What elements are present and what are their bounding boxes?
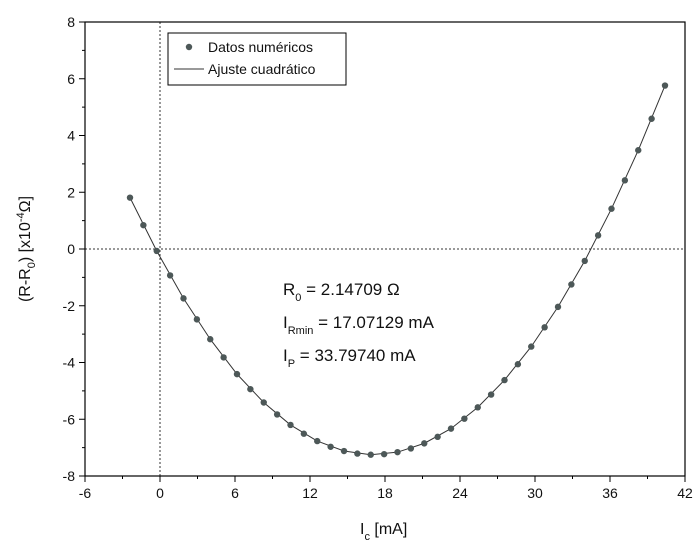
y-tick-label: -2 bbox=[63, 298, 76, 314]
x-tick-label: 6 bbox=[231, 485, 239, 501]
data-point bbox=[661, 82, 669, 89]
data-point bbox=[635, 147, 642, 154]
x-tick-label: 0 bbox=[156, 485, 164, 501]
x-tick-label: 36 bbox=[602, 485, 618, 501]
fit-line bbox=[129, 85, 666, 456]
data-point bbox=[434, 433, 441, 441]
data-point bbox=[207, 336, 214, 343]
legend-box bbox=[167, 32, 347, 86]
annotation-sub: 0 bbox=[295, 292, 301, 304]
data-point bbox=[220, 354, 227, 361]
y-tick-label: 6 bbox=[67, 71, 75, 87]
y-tick-label: -8 bbox=[63, 468, 76, 484]
annotation-sub: Rmin bbox=[288, 325, 314, 337]
y-tick-label: -4 bbox=[63, 355, 76, 371]
x-axis-label: Ic [mA] bbox=[360, 521, 407, 543]
y-label-sub: 0 bbox=[26, 262, 38, 268]
data-point bbox=[126, 194, 134, 201]
data-point bbox=[153, 247, 160, 255]
x-label-main: I bbox=[360, 521, 364, 538]
data-point bbox=[193, 316, 201, 323]
y-tick-label: -6 bbox=[63, 411, 76, 427]
x-tick-label: 30 bbox=[527, 485, 543, 501]
data-point bbox=[648, 115, 655, 122]
x-tick-label: -6 bbox=[79, 485, 92, 501]
y-label-pre: (R-R bbox=[17, 268, 34, 302]
data-point bbox=[180, 295, 187, 302]
data-point bbox=[260, 399, 267, 406]
legend-label: Ajuste cuadrático bbox=[208, 61, 316, 77]
data-point bbox=[474, 404, 481, 411]
x-tick-label: 12 bbox=[302, 485, 318, 501]
data-point bbox=[501, 376, 508, 384]
data-point bbox=[394, 448, 401, 456]
data-point bbox=[581, 257, 588, 265]
annotation: R0 = 2.14709 Ω bbox=[283, 280, 400, 304]
data-point bbox=[233, 370, 241, 378]
annotation-text: = 2.14709 Ω bbox=[301, 280, 399, 299]
data-point bbox=[541, 324, 548, 331]
data-point bbox=[514, 361, 522, 368]
data-point bbox=[407, 445, 415, 452]
annotation-text: = 17.07129 mA bbox=[313, 313, 434, 332]
data-point bbox=[287, 421, 294, 429]
y-label-sup: -4 bbox=[15, 212, 27, 222]
legend-label: Datos numéricos bbox=[208, 39, 313, 55]
data-point bbox=[166, 272, 174, 279]
data-point bbox=[247, 385, 254, 393]
data-point bbox=[621, 177, 629, 184]
legend-marker bbox=[185, 43, 193, 51]
data-point bbox=[461, 415, 468, 422]
annotation-symbol: I bbox=[283, 346, 288, 365]
data-point bbox=[140, 221, 147, 229]
annotation: IP = 33.79740 mA bbox=[283, 346, 416, 370]
y-axis-label: (R-R0) [x10-4Ω] bbox=[15, 196, 38, 302]
y-label-post: Ω] bbox=[17, 196, 34, 212]
data-point bbox=[568, 281, 575, 288]
data-point bbox=[608, 205, 615, 212]
x-label-rest: [mA] bbox=[370, 521, 407, 538]
data-point bbox=[273, 411, 281, 418]
data-point bbox=[421, 440, 428, 447]
data-point bbox=[594, 232, 602, 239]
data-point bbox=[528, 343, 535, 350]
x-tick-label: 18 bbox=[377, 485, 393, 501]
data-point bbox=[300, 430, 308, 437]
x-label-sub: c bbox=[364, 531, 370, 543]
y-tick-label: 0 bbox=[67, 241, 75, 257]
y-label-mid: ) [x10 bbox=[17, 222, 34, 262]
data-point bbox=[447, 425, 455, 432]
x-tick-label: 24 bbox=[452, 485, 468, 501]
data-point bbox=[340, 447, 348, 455]
annotation-text: = 33.79740 mA bbox=[295, 346, 416, 365]
data-point bbox=[354, 450, 361, 457]
data-point bbox=[380, 450, 388, 458]
annotation-symbol: R bbox=[283, 280, 295, 299]
data-point bbox=[327, 443, 334, 450]
data-point bbox=[367, 451, 374, 458]
annotation-sub: P bbox=[288, 358, 295, 370]
y-tick-label: 2 bbox=[67, 184, 75, 200]
data-point bbox=[314, 437, 321, 445]
annotation-symbol: I bbox=[283, 313, 288, 332]
data-point bbox=[554, 303, 562, 311]
y-tick-label: 8 bbox=[67, 14, 75, 30]
y-tick-label: 4 bbox=[67, 128, 75, 144]
annotation: IRmin = 17.07129 mA bbox=[283, 313, 435, 337]
x-tick-label: 42 bbox=[677, 485, 693, 501]
data-point bbox=[487, 391, 495, 398]
